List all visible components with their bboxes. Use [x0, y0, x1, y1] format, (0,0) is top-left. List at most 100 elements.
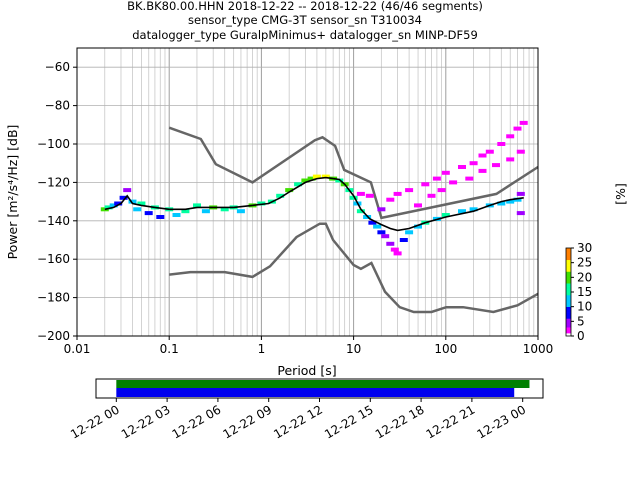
- colorbar-segment: [566, 268, 571, 272]
- median-curve: [104, 176, 524, 232]
- colorbar-segment: [566, 330, 571, 334]
- ppsd-cell: [133, 207, 142, 212]
- ppsd-cell: [377, 230, 386, 235]
- timeline-tick-label: 12-22 15: [322, 402, 376, 441]
- ppsd-cell: [365, 193, 374, 198]
- x-tick-label: 0.1: [160, 342, 179, 356]
- ppsd-cell: [441, 170, 450, 175]
- ppsd-cell: [236, 209, 245, 214]
- colorbar-segment: [566, 324, 571, 328]
- x-tick-label: 10: [346, 342, 361, 356]
- ppsd-cell: [516, 211, 525, 216]
- plot-frame: [76, 47, 539, 337]
- title-line-3: datalogger_type GuralpMinimus+ datalogge…: [132, 28, 478, 42]
- median-line: [104, 176, 524, 232]
- ppsd-cell: [144, 211, 153, 216]
- timeline-tick-label: 12-23 00: [474, 402, 528, 441]
- colorbar-tick-label: 30: [577, 241, 592, 255]
- colorbar-tick-label: 20: [577, 270, 592, 284]
- ppsd-cell: [386, 197, 395, 202]
- colorbar-segment: [566, 265, 571, 269]
- timeline-tick-label: 12-22 12: [271, 402, 325, 441]
- ppsd-cell: [449, 180, 458, 185]
- ppsd-cell: [478, 153, 487, 158]
- ppsd-cell: [513, 197, 522, 202]
- ppsd-cell: [386, 241, 395, 246]
- colorbar-segment: [566, 256, 571, 261]
- colorbar-tick-label: 0: [577, 329, 585, 343]
- x-tick-label: 1000: [523, 342, 554, 356]
- timeline-bar: [116, 388, 515, 397]
- colorbar-tick-label: 10: [577, 300, 592, 314]
- ppsd-cell: [377, 207, 386, 212]
- ppsd-cell: [458, 209, 466, 214]
- colorbar-segment: [566, 277, 571, 281]
- y-axis-ticks: −200 −180 −160 −140 −120 −100 −80 −60: [37, 60, 77, 343]
- colorbar-label: [%]: [613, 183, 628, 205]
- colorbar-tick-label: 15: [577, 285, 592, 299]
- timeline-tick-label: 12-22 06: [170, 402, 224, 441]
- ppsd-cell: [485, 149, 494, 154]
- colorbar-segment: [566, 333, 571, 337]
- ppsd-cell: [506, 157, 515, 162]
- colorbar-segment: [566, 315, 571, 319]
- colorbar-segment: [566, 274, 571, 278]
- ppsd-cell: [405, 230, 414, 235]
- ppsd-cell: [128, 199, 137, 204]
- ppsd-cell: [441, 213, 450, 217]
- y-tick-label: −120: [37, 175, 70, 189]
- ppsd-cell: [257, 201, 266, 206]
- ppsd-cell: [478, 168, 487, 173]
- ppsd-cell: [421, 182, 430, 187]
- ppsd-cell: [506, 134, 515, 139]
- ppsd-cell: [172, 213, 181, 217]
- ppsd-cell: [469, 161, 478, 166]
- chart-title: BK.BK80.00.HHN 2018-12-22 -- 2018-12-22 …: [127, 0, 483, 42]
- colorbar-segment: [566, 318, 571, 322]
- ppsd-cell: [432, 176, 441, 181]
- ppsd-cell: [513, 126, 522, 131]
- title-line-2: sensor_type CMG-3T sensor_sn T310034: [188, 13, 422, 27]
- ppsd-cell: [220, 207, 229, 212]
- colorbar-segment: [566, 306, 571, 310]
- colorbar-tick-label: 5: [577, 314, 585, 328]
- colorbar-tick-label: 25: [577, 256, 592, 270]
- ppsd-cell: [123, 188, 132, 193]
- ppsd-cell: [276, 193, 285, 198]
- y-tick-label: −80: [45, 99, 70, 113]
- colorbar-segment: [566, 250, 571, 255]
- ppsd-cell: [492, 163, 500, 168]
- colorbar-segment: [566, 248, 571, 252]
- timeline-tick-label: 12-22 18: [373, 402, 427, 441]
- colorbar-segment: [566, 289, 571, 293]
- colorbar-segment: [566, 297, 571, 302]
- y-axis-label: Power [m²/s⁴/Hz] [dB]: [5, 125, 20, 260]
- ppsd-cell: [181, 209, 190, 214]
- ppsd-cell: [285, 188, 294, 193]
- x-axis-label: Period [s]: [277, 363, 336, 378]
- ppsd-cell: [414, 224, 422, 229]
- colorbar-segment: [566, 259, 571, 263]
- title-line-1: BK.BK80.00.HHN 2018-12-22 -- 2018-12-22 …: [127, 0, 483, 13]
- timeline-tick-label: 12-22 00: [68, 402, 122, 441]
- ppsd-cell: [469, 207, 478, 212]
- y-tick-label: −60: [45, 60, 70, 74]
- colorbar-segment: [566, 300, 571, 305]
- ppsd-cell: [294, 182, 303, 187]
- ppsd-cell: [427, 193, 436, 198]
- ppsd-cell: [393, 251, 402, 256]
- colorbar-segment: [566, 286, 571, 290]
- ppsd-cell: [465, 176, 474, 181]
- ppsd-cell: [321, 174, 330, 179]
- ppsd-cell: [137, 201, 146, 206]
- y-tick-label: −160: [37, 252, 70, 266]
- colorbar-segment: [566, 294, 571, 299]
- ppsd-cell: [516, 149, 525, 154]
- ppsd-cell: [156, 215, 165, 219]
- x-tick-label: 0.01: [64, 342, 91, 356]
- y-tick-label: −140: [37, 214, 70, 228]
- noise-model-low: [169, 222, 539, 314]
